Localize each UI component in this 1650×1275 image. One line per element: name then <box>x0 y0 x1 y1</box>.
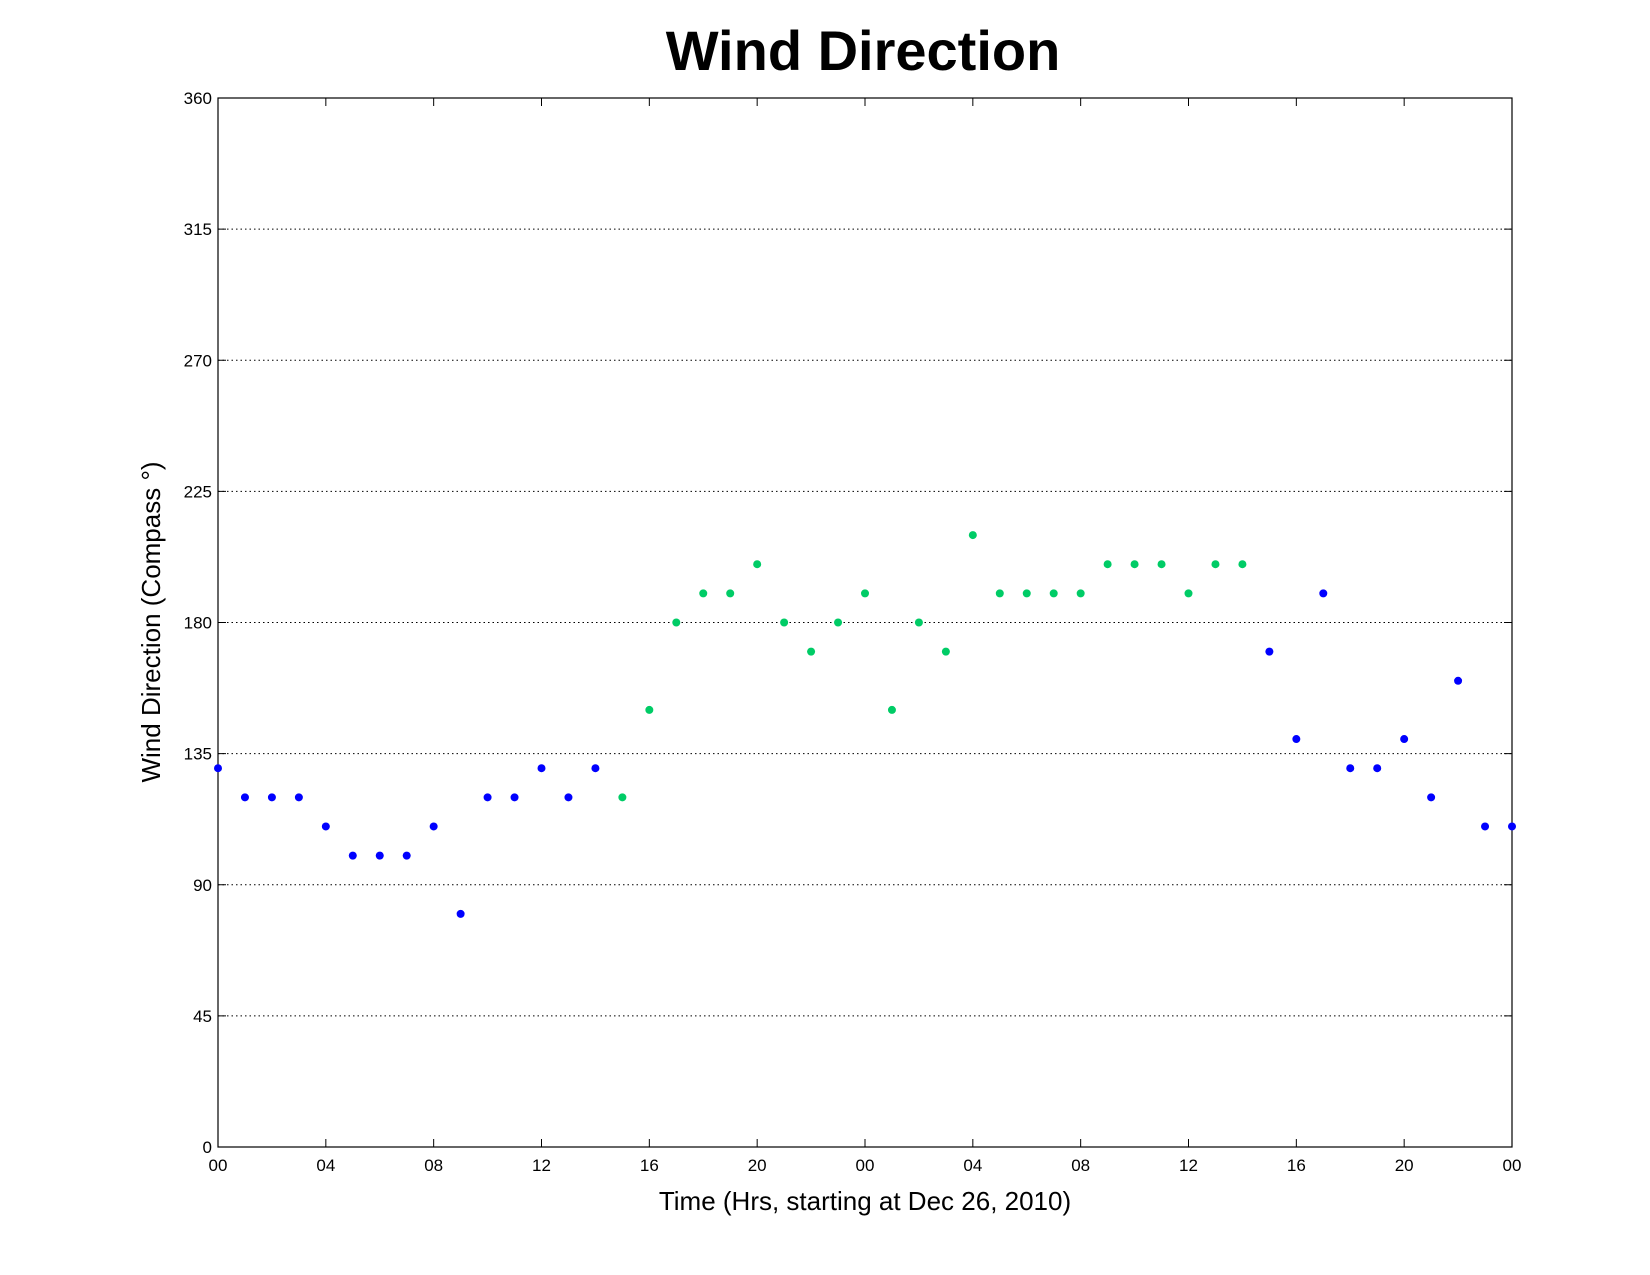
data-point <box>1238 560 1247 569</box>
data-point <box>645 705 654 714</box>
x-tick-label: 12 <box>532 1156 551 1175</box>
data-point <box>1346 764 1355 773</box>
x-tick-label: 20 <box>1395 1156 1414 1175</box>
x-axis-label: Time (Hrs, starting at Dec 26, 2010) <box>659 1186 1071 1216</box>
data-point <box>1508 822 1516 831</box>
chart-title: Wind Direction <box>666 19 1061 82</box>
data-point <box>726 589 735 598</box>
data-point <box>564 793 573 802</box>
data-point <box>214 764 222 773</box>
data-point <box>968 531 977 540</box>
data-point <box>753 560 762 569</box>
data-point <box>1103 560 1112 569</box>
data-points <box>214 531 1516 918</box>
data-point <box>483 793 492 802</box>
data-point <box>861 589 869 598</box>
data-point <box>1481 822 1490 831</box>
data-point <box>402 851 411 860</box>
x-tick-label: 12 <box>1179 1156 1198 1175</box>
x-tick-label: 16 <box>1287 1156 1306 1175</box>
data-point <box>1427 793 1436 802</box>
x-tick-label: 04 <box>316 1156 335 1175</box>
y-tick-label: 270 <box>184 351 212 370</box>
y-axis-label: Wind Direction (Compass °) <box>136 461 166 782</box>
data-point <box>780 618 789 627</box>
data-point <box>1211 560 1220 569</box>
y-tick-label: 225 <box>184 482 212 501</box>
x-tick-label: 08 <box>1071 1156 1090 1175</box>
data-point <box>510 793 519 802</box>
data-point <box>1130 560 1139 569</box>
data-point <box>807 647 816 656</box>
x-tick-label: 04 <box>963 1156 982 1175</box>
data-point <box>887 705 896 714</box>
x-tick-label: 08 <box>424 1156 443 1175</box>
y-tick-label: 315 <box>184 220 212 239</box>
data-point <box>321 822 330 831</box>
data-point <box>1373 764 1382 773</box>
data-point <box>1049 589 1058 598</box>
y-tick-label: 180 <box>184 614 212 633</box>
data-point <box>1076 589 1085 598</box>
data-point <box>1454 676 1463 685</box>
data-point <box>348 851 357 860</box>
x-tick-label: 00 <box>209 1156 228 1175</box>
x-tick-label: 00 <box>856 1156 875 1175</box>
data-point <box>267 793 276 802</box>
data-point <box>699 589 708 598</box>
x-tick-label: 16 <box>640 1156 659 1175</box>
data-point <box>1265 647 1274 656</box>
data-point <box>1022 589 1031 598</box>
x-tick-label: 20 <box>748 1156 767 1175</box>
data-point <box>240 793 249 802</box>
data-point <box>591 764 600 773</box>
y-axis-ticks: 0 45 90 135 180 225 270 315 360 <box>184 89 1512 1157</box>
y-tick-label: 135 <box>184 745 212 764</box>
data-point <box>294 793 303 802</box>
data-point <box>1157 560 1166 569</box>
data-point <box>537 764 546 773</box>
y-tick-label: 45 <box>193 1007 212 1026</box>
data-point <box>995 589 1004 598</box>
data-point <box>456 909 465 918</box>
data-point <box>941 647 950 656</box>
data-point <box>1184 589 1193 598</box>
data-point <box>429 822 438 831</box>
data-point <box>1400 735 1409 744</box>
data-point <box>618 793 627 802</box>
data-point <box>834 618 843 627</box>
data-point <box>375 851 384 860</box>
data-point <box>914 618 923 627</box>
y-tick-label: 0 <box>203 1138 212 1157</box>
y-tick-label: 90 <box>193 876 212 895</box>
data-point <box>1292 735 1301 744</box>
data-point <box>672 618 681 627</box>
x-tick-label: 00 <box>1503 1156 1522 1175</box>
data-point <box>1319 589 1328 598</box>
y-tick-label: 360 <box>184 89 212 108</box>
x-axis-ticks: 00 04 08 12 16 20 00 04 08 12 16 20 00 <box>209 98 1522 1175</box>
